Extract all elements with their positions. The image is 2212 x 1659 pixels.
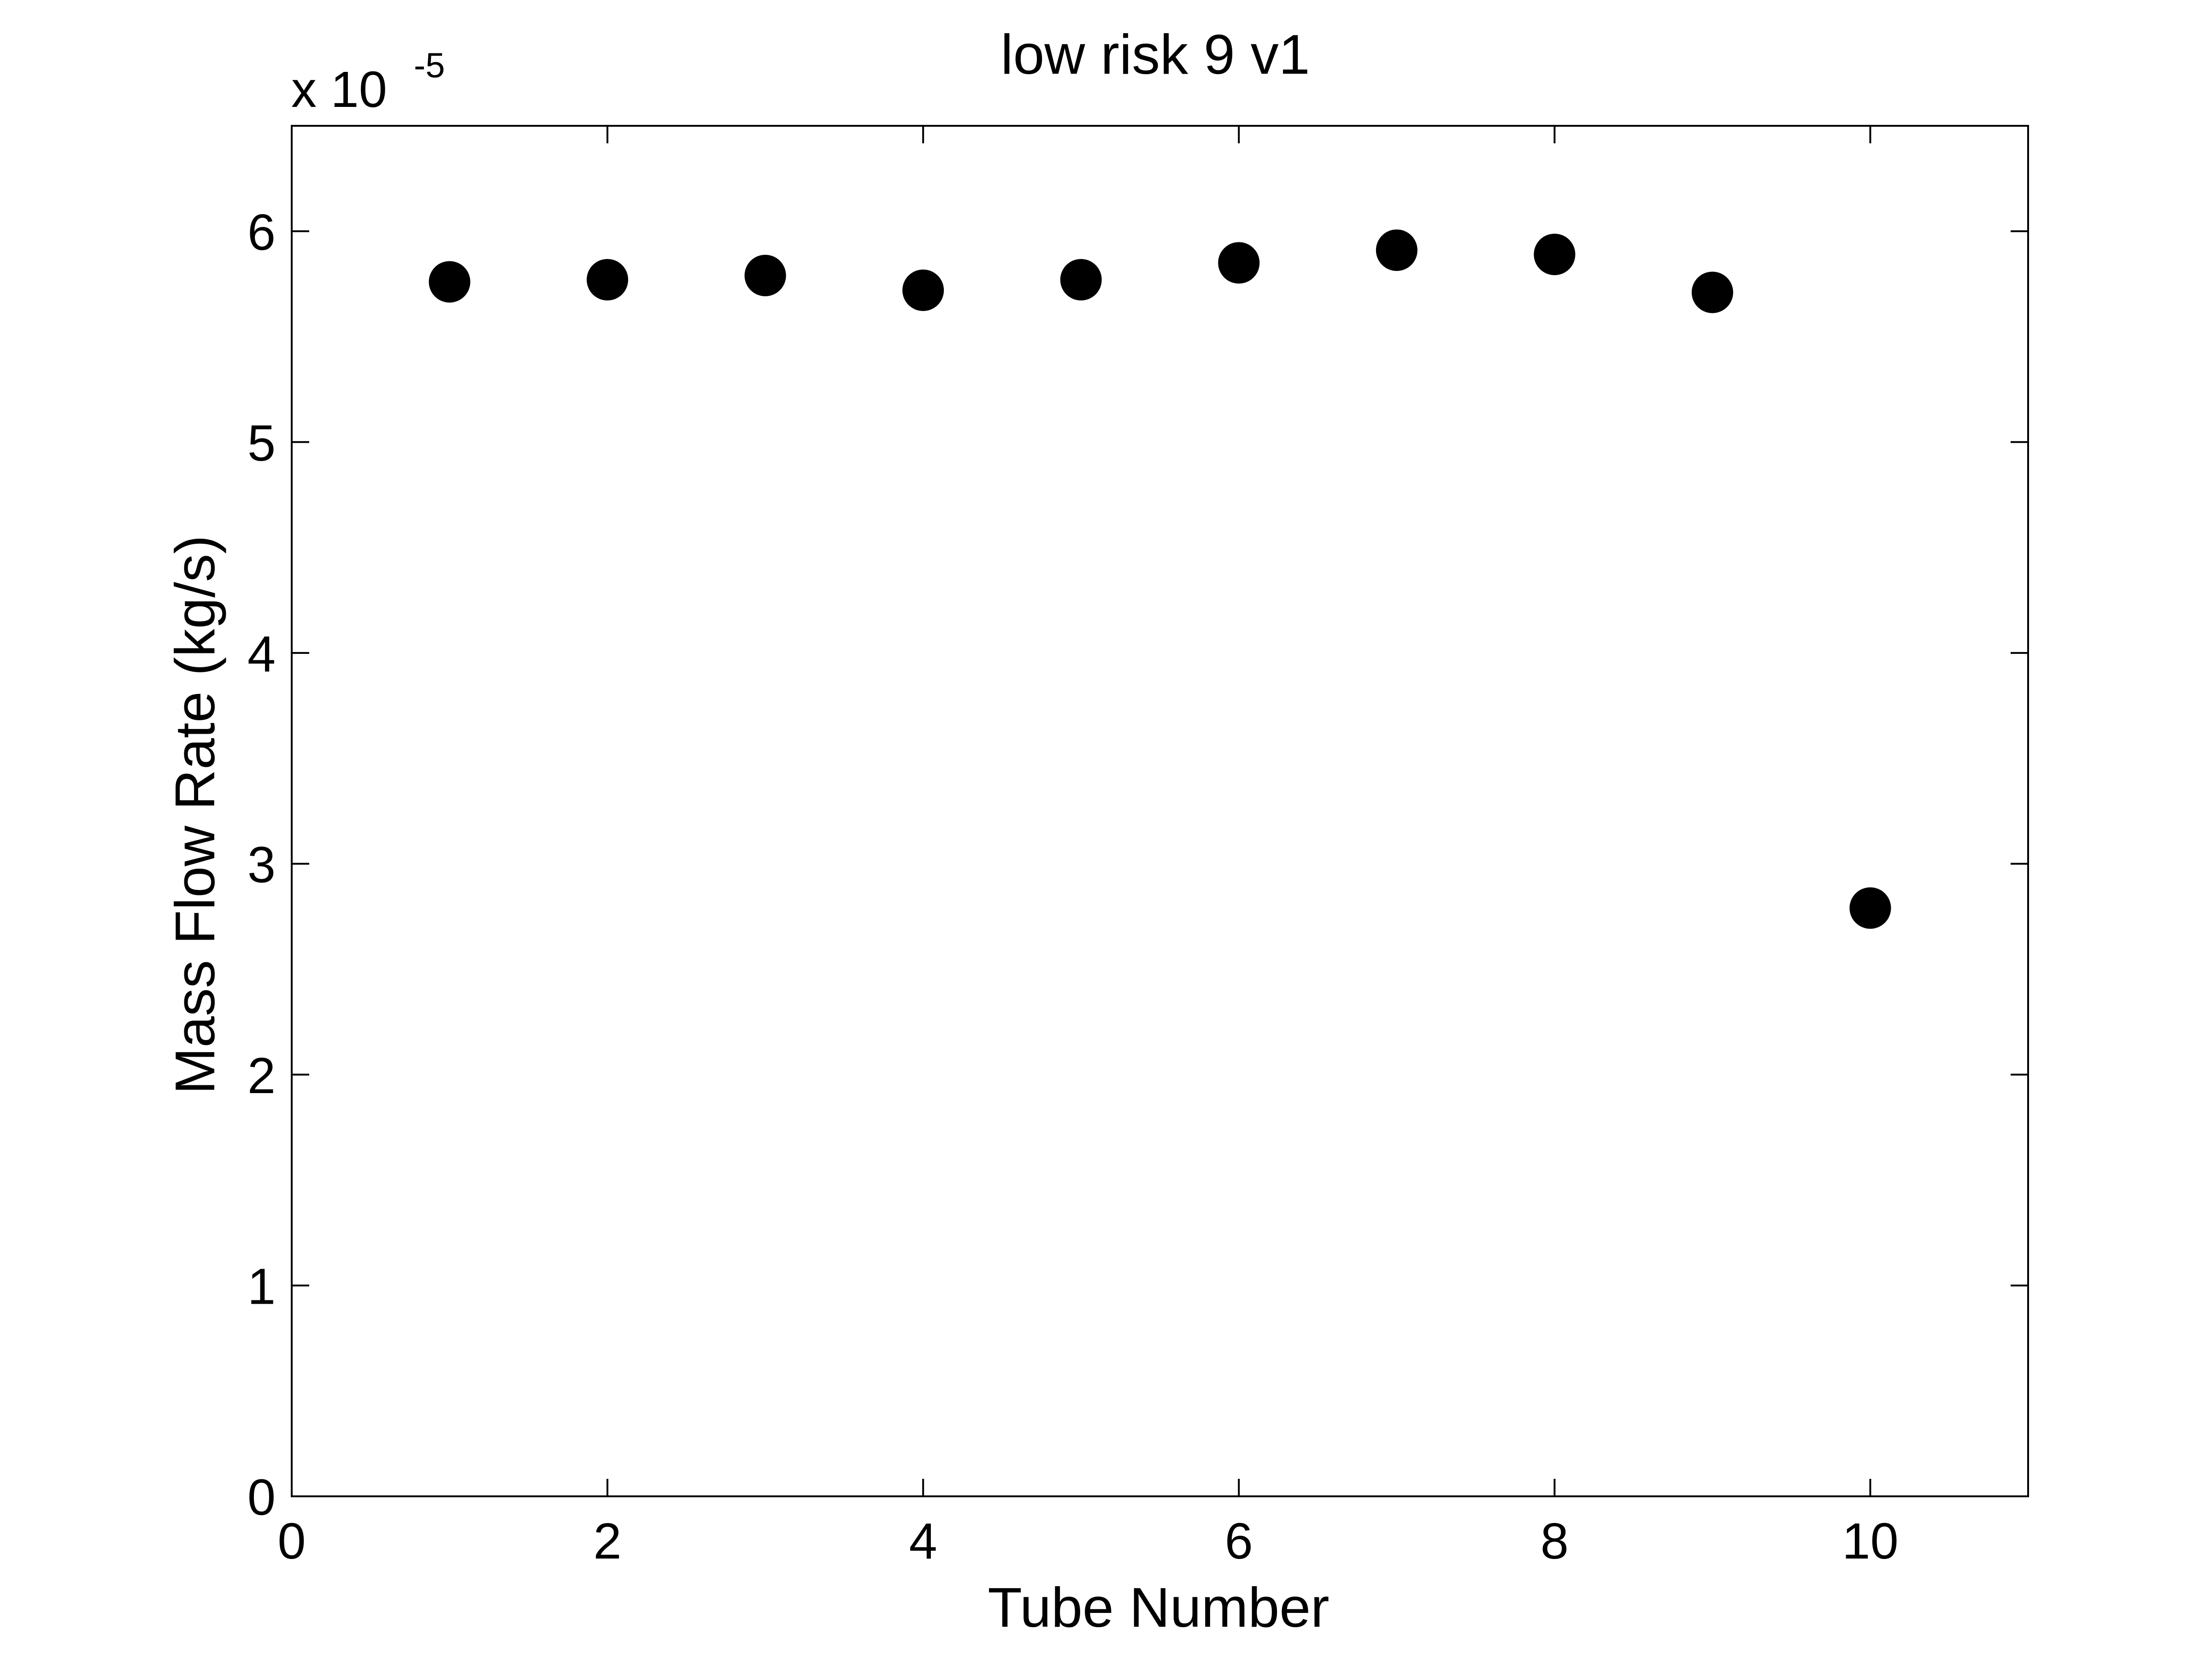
plot-area-border: [291, 125, 2029, 1497]
x-axis-ticks: 0 2 4 6 8 10: [277, 126, 1899, 1570]
y-multiplier-base: x 10: [291, 61, 387, 118]
data-point: [902, 269, 944, 311]
plot-frame: [291, 125, 2029, 1497]
x-tick-label: 6: [1225, 1513, 1253, 1570]
data-point: [1376, 229, 1418, 271]
data-point: [1060, 259, 1102, 301]
data-point: [744, 254, 786, 296]
x-tick-label: 0: [277, 1513, 306, 1570]
y-tick-label: 4: [247, 626, 276, 682]
data-points: [429, 229, 1891, 929]
data-point: [1534, 234, 1576, 276]
y-multiplier-label: x 10 -5: [291, 46, 445, 118]
y-axis-label: Mass Flow Rate (kg/s): [164, 535, 226, 1094]
x-tick-label: 8: [1541, 1513, 1569, 1570]
chart-title: low risk 9 v1: [1000, 23, 1310, 86]
y-tick-label: 2: [247, 1047, 276, 1104]
y-tick-label: 6: [247, 204, 276, 261]
y-axis-ticks: 0 1 2 3 4 5 6: [247, 204, 2028, 1526]
y-tick-label: 1: [247, 1258, 276, 1315]
y-tick-label: 5: [247, 415, 276, 471]
y-tick-label: 3: [247, 836, 276, 893]
y-multiplier-exponent: -5: [414, 46, 445, 85]
data-point: [587, 259, 629, 301]
x-tick-label: 2: [593, 1513, 621, 1570]
y-tick-label: 0: [247, 1469, 276, 1526]
x-axis-label: Tube Number: [988, 1576, 1329, 1639]
data-point: [429, 261, 471, 303]
x-tick-label: 4: [909, 1513, 937, 1570]
data-point: [1218, 242, 1260, 284]
x-tick-label: 10: [1842, 1513, 1898, 1570]
data-point: [1849, 887, 1891, 929]
data-point: [1691, 271, 1733, 313]
